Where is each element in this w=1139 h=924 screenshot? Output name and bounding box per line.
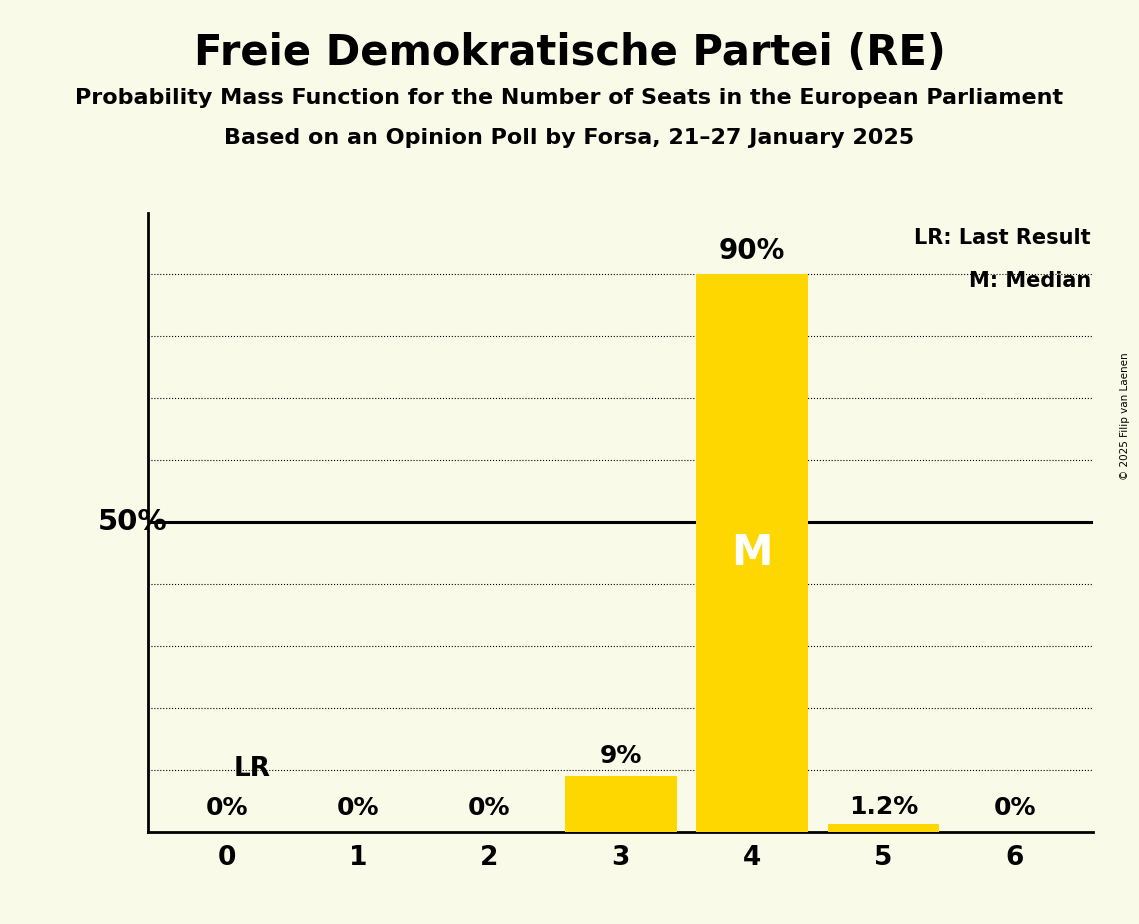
Text: 1.2%: 1.2% (849, 796, 918, 820)
Text: 0%: 0% (337, 796, 379, 821)
Text: Based on an Opinion Poll by Forsa, 21–27 January 2025: Based on an Opinion Poll by Forsa, 21–27… (224, 128, 915, 148)
Text: 0%: 0% (993, 796, 1035, 821)
Text: LR: LR (233, 756, 270, 782)
Text: M: M (731, 532, 772, 574)
Text: 0%: 0% (206, 796, 248, 821)
Text: 9%: 9% (599, 745, 642, 769)
Bar (565, 776, 677, 832)
Text: 0%: 0% (468, 796, 510, 821)
Text: LR: Last Result: LR: Last Result (915, 228, 1091, 248)
Text: Probability Mass Function for the Number of Seats in the European Parliament: Probability Mass Function for the Number… (75, 88, 1064, 108)
Bar (696, 274, 808, 832)
Text: © 2025 Filip van Laenen: © 2025 Filip van Laenen (1120, 352, 1130, 480)
Text: M: Median: M: Median (968, 272, 1091, 291)
Bar (828, 824, 940, 832)
Text: Freie Demokratische Partei (RE): Freie Demokratische Partei (RE) (194, 32, 945, 74)
Text: 50%: 50% (98, 508, 167, 536)
Text: 90%: 90% (719, 237, 785, 265)
